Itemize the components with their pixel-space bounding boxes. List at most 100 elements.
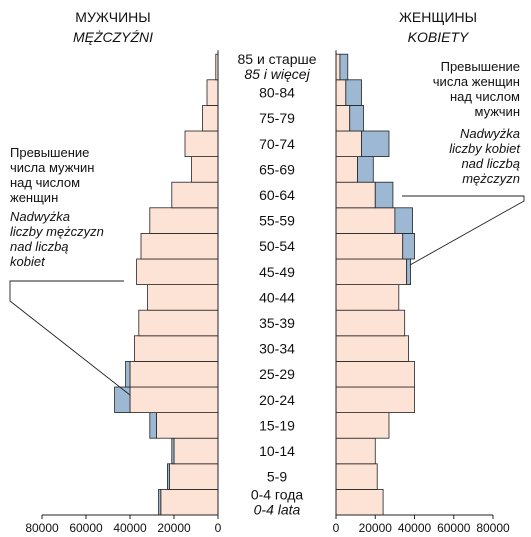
- bar-women-5: [335, 360, 415, 388]
- age-label-2: 10-14: [259, 443, 295, 459]
- age-label-10: 50-54: [259, 238, 295, 254]
- women-bars: [335, 53, 415, 516]
- men-header-pl: MĘŻCZYŹNI: [73, 29, 153, 45]
- annotation-men-ru-1: Превышение: [10, 145, 89, 160]
- bar-men-14: [184, 130, 219, 158]
- bar-women-excess-14: [361, 130, 390, 158]
- annotation-women-pl-3: nad liczbą: [461, 156, 520, 171]
- bar-women-4: [335, 386, 415, 414]
- age-label-14: 70-74: [259, 136, 295, 152]
- annotation-women-leader: [402, 195, 525, 266]
- annotation-men-pl-1: Nadwyżka: [10, 209, 70, 224]
- annotation-men-ru-2: числа мужчин: [10, 160, 94, 175]
- annotation-men-leader: [9, 280, 131, 396]
- age-label-17: 85 и старше: [237, 51, 316, 67]
- men-bars: [114, 53, 219, 516]
- bar-men-2: [173, 437, 219, 465]
- annotation-women-pl-1: Nadwyżka: [460, 126, 520, 141]
- bar-women-1: [335, 463, 378, 490]
- bar-women-9: [335, 258, 408, 286]
- age-label-11: 55-59: [259, 213, 295, 229]
- bar-men-7: [138, 309, 219, 337]
- bar-men-4: [129, 386, 219, 414]
- men-tick-label-3: 20000: [157, 521, 191, 535]
- bar-men-11: [149, 207, 219, 234]
- women-header-pl: KOBIETY: [408, 29, 470, 45]
- age-label-12: 60-64: [259, 187, 295, 203]
- bar-women-0: [335, 488, 384, 516]
- annotation-men-pl-4: kobiet: [10, 254, 46, 269]
- bar-women-6: [335, 335, 410, 362]
- age-label-pl-17: 85 i więcej: [244, 66, 310, 82]
- bar-men-6: [133, 335, 219, 362]
- bar-women-16: [335, 79, 347, 106]
- bar-men-excess-4: [114, 386, 131, 414]
- bar-men-1: [169, 463, 219, 490]
- bar-women-7: [335, 309, 406, 337]
- men-tick-label-0: 80000: [25, 521, 59, 535]
- annotation-women-pl-4: mężczyzn: [462, 171, 520, 186]
- bar-men-excess-5: [125, 360, 131, 388]
- bar-women-excess-12: [374, 181, 394, 209]
- annotation-men-pl-3: nad liczbą: [10, 239, 69, 254]
- bar-men-5: [129, 360, 219, 388]
- annotation-women-ru-3: над числом: [450, 89, 520, 104]
- age-label-5: 25-29: [259, 366, 295, 382]
- women-tick-label-0: 0: [333, 521, 340, 535]
- annotation-excess-women: Превышение числа женщин над числом мужчи…: [402, 59, 525, 266]
- age-label-6: 30-34: [259, 341, 295, 357]
- bar-women-2: [335, 437, 376, 465]
- bar-women-10: [335, 232, 404, 260]
- bar-men-excess-2: [171, 437, 175, 465]
- bar-men-excess-0: [158, 488, 162, 516]
- age-label-1: 5-9: [267, 469, 287, 485]
- bar-women-excess-15: [349, 105, 364, 132]
- bar-women-excess-13: [357, 156, 374, 183]
- women-tick-label-2: 40000: [398, 521, 432, 535]
- age-label-7: 35-39: [259, 315, 295, 331]
- bar-women-13: [335, 156, 358, 183]
- bar-women-11: [335, 207, 396, 234]
- age-label-4: 20-24: [259, 392, 295, 408]
- age-label-pl-0: 0-4 lata: [254, 501, 301, 517]
- bar-men-12: [171, 181, 219, 209]
- bar-men-excess-1: [166, 463, 170, 490]
- annotation-women-ru-1: Превышение: [441, 59, 520, 74]
- age-label-3: 15-19: [259, 417, 295, 433]
- bar-men-0: [160, 488, 219, 516]
- bar-women-3: [335, 412, 390, 439]
- bar-women-15: [335, 105, 351, 132]
- age-label-15: 75-79: [259, 110, 295, 126]
- annotation-men-ru-4: женщин: [10, 190, 58, 205]
- bar-women-excess-9: [406, 258, 411, 286]
- bar-men-15: [202, 105, 219, 132]
- age-label-8: 40-44: [259, 289, 295, 305]
- women-tick-label-1: 20000: [359, 521, 393, 535]
- bar-men-excess-3: [149, 412, 157, 439]
- bar-men-16: [206, 79, 219, 106]
- bar-women-excess-17: [339, 53, 349, 81]
- annotation-excess-men: Превышение числа мужчин над числом женщи…: [9, 145, 131, 396]
- bar-women-17: [335, 53, 341, 81]
- men-tick-label-2: 40000: [113, 521, 147, 535]
- age-label-16: 80-84: [259, 85, 295, 101]
- women-tick-label-3: 60000: [437, 521, 471, 535]
- axes: 80000 60000 40000 20000 0 0 20000 40000 60000 800…: [25, 50, 510, 535]
- bar-men-8: [147, 284, 219, 311]
- bar-men-10: [140, 232, 219, 260]
- bar-men-13: [191, 156, 219, 183]
- bar-women-14: [335, 130, 362, 158]
- women-tick-label-4: 80000: [476, 521, 510, 535]
- bar-women-12: [335, 181, 376, 209]
- bar-women-excess-16: [345, 79, 362, 106]
- bar-women-excess-10: [402, 232, 415, 260]
- age-label-13: 65-69: [259, 161, 295, 177]
- men-tick-label-1: 60000: [69, 521, 103, 535]
- bar-men-9: [136, 258, 219, 286]
- men-header-ru: МУЖЧИНЫ: [75, 9, 150, 25]
- annotation-women-pl-2: liczby kobiet: [449, 141, 521, 156]
- men-tick-label-4: 0: [215, 521, 222, 535]
- age-label-0: 0-4 года: [251, 486, 304, 502]
